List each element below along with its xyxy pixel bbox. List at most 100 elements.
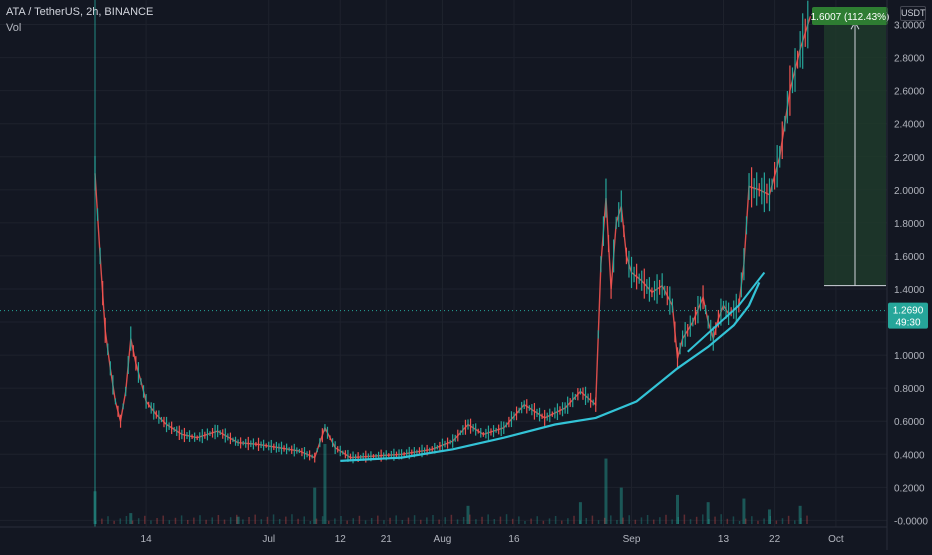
volume-bar (229, 517, 232, 524)
volume-bar (640, 517, 643, 524)
volume-bar (370, 518, 373, 524)
volume-bar (702, 514, 704, 524)
volume-bar (217, 515, 220, 524)
volume-bar (119, 518, 122, 524)
volume-bar (285, 516, 287, 524)
volume-bar (597, 520, 600, 524)
price-range-measure[interactable]: 1.6007 (112.43%) (811, 7, 890, 287)
volume-legend[interactable]: Vol (6, 22, 22, 34)
volume-bar (236, 514, 238, 524)
volume-bar (291, 514, 293, 524)
volume-bar (794, 520, 796, 524)
volume-bar (129, 513, 133, 524)
volume-bar (720, 514, 722, 524)
x-tick-label: 12 (335, 534, 347, 545)
price-line (94, 16, 812, 459)
y-tick-label: 1.0000 (894, 351, 925, 362)
volume-bar (652, 519, 655, 524)
volume-bar (767, 509, 771, 524)
volume-bar (125, 516, 128, 524)
wedge-upper-line (687, 271, 766, 353)
volume-bar (297, 518, 299, 524)
volume-bar (186, 520, 189, 524)
y-tick-label: 0.6000 (894, 417, 925, 428)
volume-bar (579, 520, 581, 524)
volume-bar (131, 520, 134, 524)
volume-bar (321, 516, 324, 524)
y-tick-label: 1.6000 (894, 252, 925, 263)
volume-bar (798, 505, 802, 524)
volume-bar (487, 514, 489, 524)
volume-bar (419, 519, 422, 524)
current-price-badge (888, 302, 928, 329)
y-tick-label: -0.0000 (894, 516, 928, 527)
volume-bar (205, 519, 207, 524)
volume-bar (193, 517, 195, 524)
volume-bar (254, 514, 256, 524)
y-tick-label: 2.4000 (894, 120, 925, 131)
volume-bar (726, 518, 729, 524)
volume-bar (499, 516, 502, 524)
volume-bar (610, 515, 612, 524)
currency-selector[interactable]: USDT (900, 6, 926, 21)
volume-bar (505, 514, 508, 524)
volume-bar (328, 520, 330, 524)
volume-bar (438, 519, 440, 524)
volume-bar (407, 517, 410, 524)
y-tick-label: 2.8000 (894, 54, 925, 65)
volume-bar (101, 518, 103, 524)
volume-bar (548, 518, 551, 524)
countdown-label: 49:30 (895, 318, 920, 329)
volume-bar (223, 519, 226, 524)
volume-bar (585, 518, 588, 524)
y-tick-label: 2.6000 (894, 87, 925, 98)
volume-bar (248, 517, 250, 524)
volume-bar (95, 521, 97, 524)
volume-bar (775, 520, 778, 524)
volume-bar (432, 515, 434, 524)
volume-bar (395, 515, 397, 524)
volume-bar (137, 518, 140, 524)
volume-bar (536, 516, 538, 524)
volume-bar (162, 515, 164, 524)
trend-drawings[interactable] (340, 271, 766, 462)
volume-bar (616, 520, 618, 524)
volume-bar (763, 518, 765, 524)
volume-bar (334, 518, 336, 524)
measure-badge (812, 7, 888, 25)
volume-bar (603, 517, 606, 524)
volume-bar (742, 498, 746, 524)
volume-bar (260, 519, 263, 524)
volume-bar (242, 519, 244, 524)
symbol-legend[interactable]: ATA / TetherUS, 2h, BINANCE (6, 6, 154, 18)
grid-lines (0, 0, 887, 527)
y-tick-label: 0.2000 (894, 483, 925, 494)
y-tick-label: 1.4000 (894, 285, 925, 296)
volume-bar (107, 516, 109, 524)
volume-bar (573, 515, 575, 524)
volume-bar (174, 517, 177, 524)
volume-bar (732, 516, 735, 524)
volume-bar (689, 519, 692, 524)
volume-bar (199, 515, 201, 524)
volume-bar (309, 521, 312, 524)
x-tick-label: Oct (828, 534, 844, 545)
volume-bar (144, 515, 146, 524)
volume-bar (567, 518, 569, 524)
volume-bar (346, 520, 348, 524)
volume-bar (113, 520, 115, 524)
volume-bar (180, 515, 183, 524)
y-tick-label: 0.8000 (894, 384, 925, 395)
x-tick-label: 22 (769, 534, 781, 545)
volume-bar (323, 444, 327, 524)
volume-bar (358, 515, 361, 524)
x-tick-label: 21 (381, 534, 393, 545)
volume-bar (511, 518, 514, 524)
volume-bar (706, 502, 710, 524)
volume-bar (303, 516, 305, 524)
volume-bar (757, 520, 759, 524)
